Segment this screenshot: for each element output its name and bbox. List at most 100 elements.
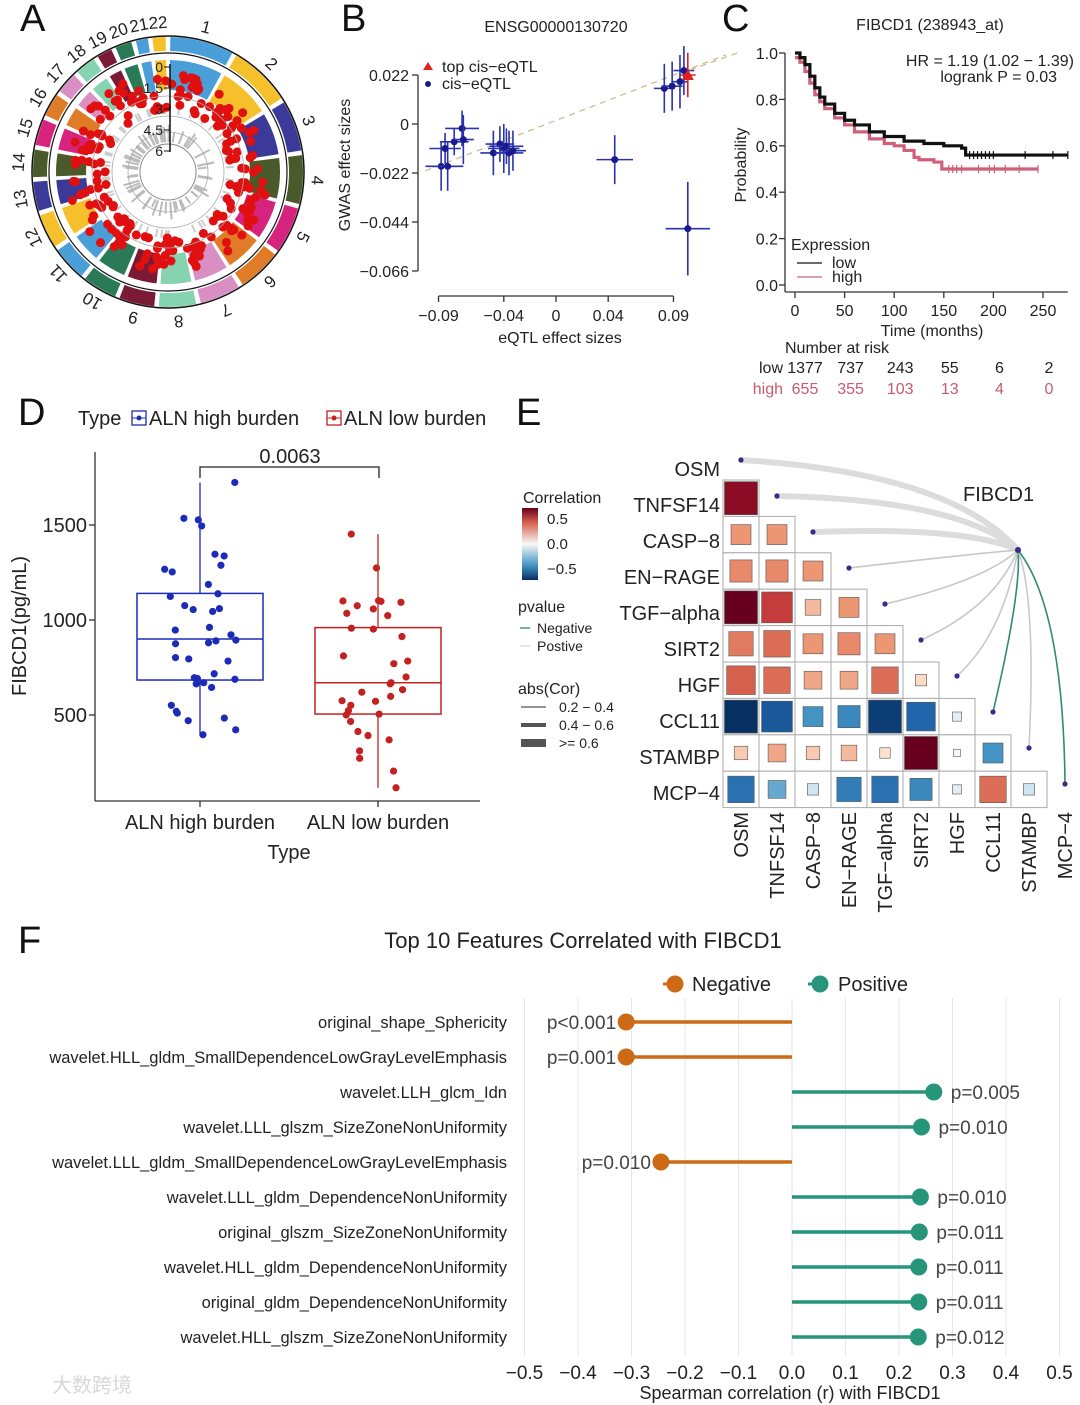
snp-point: [212, 209, 222, 219]
eqtl-gwas-scatter: ENSG00000130720 eQTL effect sizes GWAS e…: [337, 19, 741, 347]
correlation-square: [724, 699, 758, 734]
chromosome-band-10: [85, 267, 121, 297]
snp-point: [100, 167, 110, 177]
snp-point: [70, 160, 80, 170]
snp-point: [175, 85, 185, 95]
panel-label-b: B: [341, 0, 366, 40]
gene-tick: [225, 165, 234, 169]
gene-tick: [190, 224, 197, 233]
x-tick-label: −0.5: [506, 1363, 544, 1384]
legend-label: Negative: [692, 974, 771, 996]
chromosome-label-7: 7: [218, 299, 234, 320]
risk-value: 355: [837, 381, 864, 398]
chromosome-band-21: [135, 38, 150, 55]
x-tick-label: 0: [552, 308, 561, 325]
snp-point: [175, 100, 185, 110]
gene-tick: [158, 201, 164, 217]
correlation-square: [871, 666, 899, 694]
data-point: [171, 640, 180, 648]
link-CASP−8: [810, 527, 1021, 553]
row-label: TGF−alpha: [619, 603, 720, 625]
snp-point: [92, 169, 102, 179]
snp-point: [100, 105, 110, 115]
snp-point: [246, 136, 256, 146]
pvalue-legend-label: Postive: [537, 638, 583, 654]
gene-tick: [102, 177, 111, 181]
y-tick-label: 500: [54, 705, 87, 727]
risk-value: 2: [1045, 360, 1054, 377]
lollipop-dot: [652, 1153, 670, 1171]
correlation-square: [730, 524, 752, 545]
y-tick-label: 0.022: [369, 68, 409, 85]
km-y-label: Probability: [733, 128, 750, 203]
boxplot: Type 0.0063 Type FIBCD1(pg/mL) 500 1000 15…: [9, 408, 486, 864]
link-MCP−4: [1017, 549, 1066, 785]
colorbar-label: 0.5: [547, 511, 568, 528]
x-tick-label: 0.4: [993, 1363, 1020, 1384]
data-point: [161, 565, 169, 573]
legend-label: ALN low burden: [344, 408, 486, 430]
chromosome-band-20: [115, 42, 136, 61]
lollipop-dot: [911, 1188, 929, 1206]
x-tick-label: 0.09: [658, 308, 689, 325]
data-point: [217, 561, 225, 569]
row-label: TNFSF14: [633, 495, 720, 517]
eqtl-point: [489, 149, 497, 157]
gene-tick: [122, 165, 139, 170]
data-point: [372, 564, 381, 572]
data-point: [227, 631, 235, 639]
gene-tick: [127, 184, 142, 193]
gene-tick: [171, 132, 176, 143]
snp-point: [120, 217, 130, 227]
correlation-square: [728, 631, 754, 657]
correlation-square: [804, 599, 822, 616]
chromosome-band-8: [158, 290, 197, 307]
gene-tick: [134, 114, 140, 123]
snp-point: [75, 190, 85, 200]
snp-point: [249, 125, 259, 135]
snp-point: [249, 167, 259, 177]
gene-tick: [145, 109, 151, 118]
chromosome-label-22: 22: [148, 13, 168, 33]
legend-label: Positive: [838, 974, 908, 996]
gene-tick: [172, 201, 177, 213]
x-tick-label: −0.1: [720, 1363, 758, 1384]
gene-tick: [184, 195, 192, 204]
data-point: [200, 679, 208, 687]
data-point: [171, 654, 180, 662]
snp-point: [198, 228, 208, 238]
legend-dot-icon: [136, 415, 142, 421]
feature-label: wavelet.HLL_gldm_DependenceNonUniformity: [163, 1259, 508, 1277]
legend-label: ALN high burden: [149, 408, 299, 430]
y-tick-label: 0.8: [756, 92, 778, 109]
data-point: [364, 731, 372, 740]
snp-point: [85, 130, 95, 140]
lollipop-x-label: Spearman correlation (r) with FIBCD1: [639, 1383, 940, 1403]
snp-point: [93, 183, 103, 193]
chromosome-band-22: [152, 37, 166, 52]
snp-point: [97, 202, 107, 212]
data-point: [231, 478, 239, 487]
chromosome-band-4: [285, 155, 303, 204]
snp-point: [258, 177, 268, 187]
gene-tick: [197, 161, 215, 167]
snp-point: [205, 102, 215, 112]
snp-point: [249, 215, 259, 225]
link-end-dot: [846, 565, 852, 571]
correlation-square: [763, 666, 791, 694]
snp-point: [243, 221, 253, 231]
chromosome-band-14: [33, 149, 49, 178]
panel-label-f: F: [18, 920, 41, 962]
link-CCL11: [992, 549, 1020, 713]
chromosome-band-5: [266, 204, 298, 251]
heatmap-cell: [830, 588, 868, 627]
panel-label-a: A: [20, 0, 46, 40]
snp-point: [104, 89, 114, 99]
data-point: [375, 710, 383, 718]
snp-point: [83, 141, 93, 151]
data-point: [231, 675, 239, 683]
risk-value: 243: [887, 360, 914, 377]
data-point: [194, 516, 202, 524]
risk-value: 6: [995, 360, 1004, 377]
panel-label-d: D: [18, 392, 45, 434]
